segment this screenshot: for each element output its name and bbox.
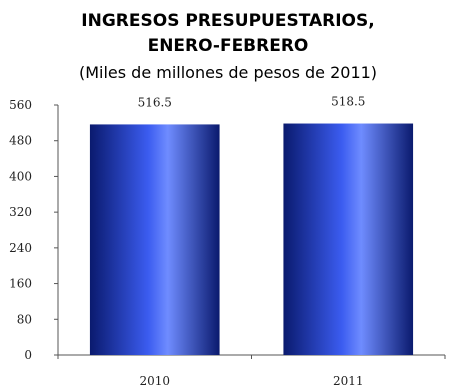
x-category-label: 2011: [333, 374, 364, 388]
y-tick-label: 560: [9, 98, 32, 112]
chart-title-line-1: INGRESOS PRESUPUESTARIOS,: [81, 11, 374, 31]
data-label-2010: 516.5: [138, 95, 172, 109]
chart-title-line-2: ENERO-FEBRERO: [148, 36, 309, 56]
bar-2011: [283, 123, 414, 355]
chart-bars: [89, 123, 414, 355]
y-tick-label: 160: [9, 277, 32, 291]
chart-labels: 516.5 2010 518.5 2011: [138, 95, 366, 388]
y-tick-label: 400: [9, 169, 32, 183]
y-tick-label: 480: [9, 134, 32, 148]
y-tick-label: 240: [9, 241, 32, 255]
bar-2010: [89, 124, 220, 355]
data-label-2011: 518.5: [331, 95, 365, 109]
x-category-label: 2010: [139, 374, 170, 388]
chart-subtitle: (Miles de millones de pesos de 2011): [79, 63, 377, 82]
y-tick-label: 0: [24, 348, 32, 362]
chart-axes: 0 80 160 240 320 400 480 560: [9, 98, 446, 362]
y-tick-label: 320: [9, 205, 32, 219]
y-tick-label: 80: [17, 312, 32, 326]
